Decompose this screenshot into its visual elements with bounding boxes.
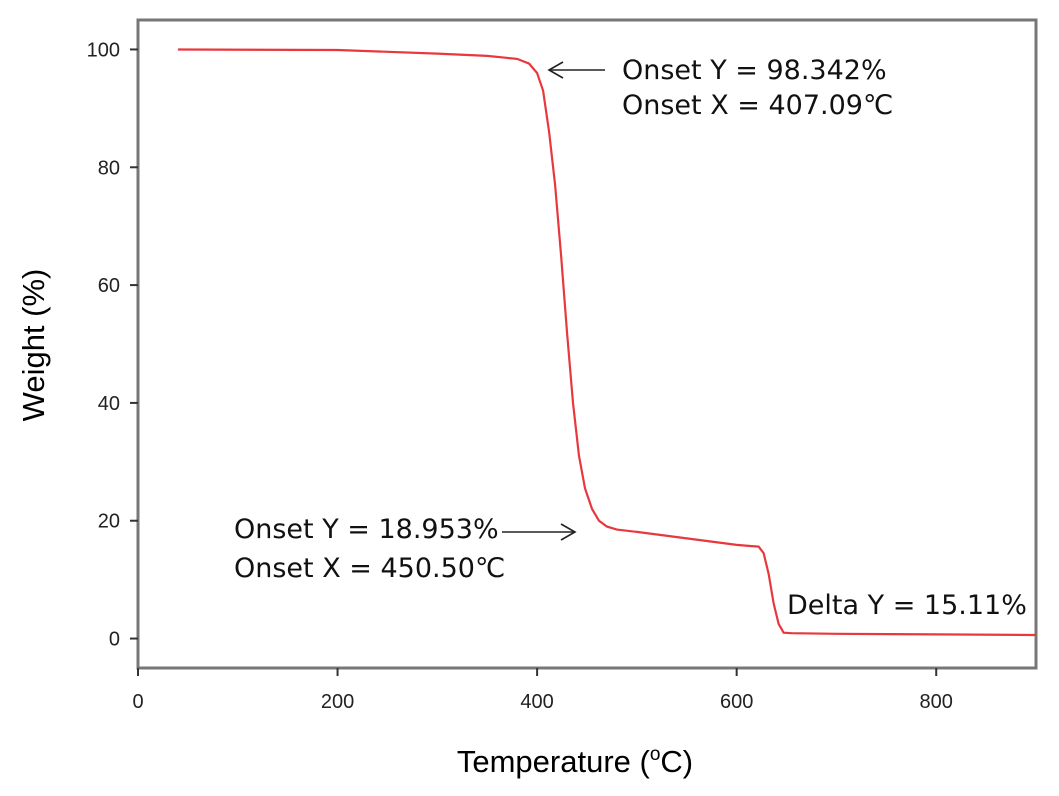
x-tick-label: 400 bbox=[520, 691, 553, 713]
annotation-onset-2: Onset Y = 18.953% Onset X = 450.50℃ bbox=[234, 514, 577, 584]
y-tick-label: 20 bbox=[98, 511, 120, 533]
arrow-right-head-icon bbox=[560, 523, 577, 541]
x-tick-label: 600 bbox=[720, 691, 753, 713]
plot-frame bbox=[136, 18, 1038, 670]
annotation-delta: Delta Y = 15.11% bbox=[787, 590, 1027, 621]
annotation-text: Onset Y = 98.342% bbox=[622, 55, 887, 86]
y-tick-label: 80 bbox=[98, 157, 120, 179]
annotation-onset-1: Onset Y = 98.342% Onset X = 407.09℃ bbox=[547, 55, 893, 121]
weight-curve bbox=[177, 48, 1037, 637]
x-axis-label: Temperature (oC) bbox=[457, 744, 693, 779]
y-axis-label: Weight (%) bbox=[16, 269, 51, 422]
x-tick-label: 200 bbox=[321, 691, 354, 713]
y-tick-label: 40 bbox=[98, 393, 120, 415]
arrow-left-head-icon bbox=[547, 61, 564, 79]
annotation-text: Onset X = 450.50℃ bbox=[234, 553, 505, 584]
y-axis-ticks: 0 20 40 60 80 100 bbox=[87, 39, 138, 651]
annotation-text: Onset X = 407.09℃ bbox=[622, 90, 893, 121]
y-tick-label: 0 bbox=[109, 629, 120, 651]
x-tick-label: 800 bbox=[920, 691, 953, 713]
x-axis-ticks: 0 200 400 600 800 bbox=[132, 668, 953, 713]
y-tick-label: 100 bbox=[87, 39, 120, 61]
x-tick-label: 0 bbox=[132, 691, 143, 713]
annotation-text: Onset Y = 18.953% bbox=[234, 514, 499, 545]
y-tick-label: 60 bbox=[98, 275, 120, 297]
